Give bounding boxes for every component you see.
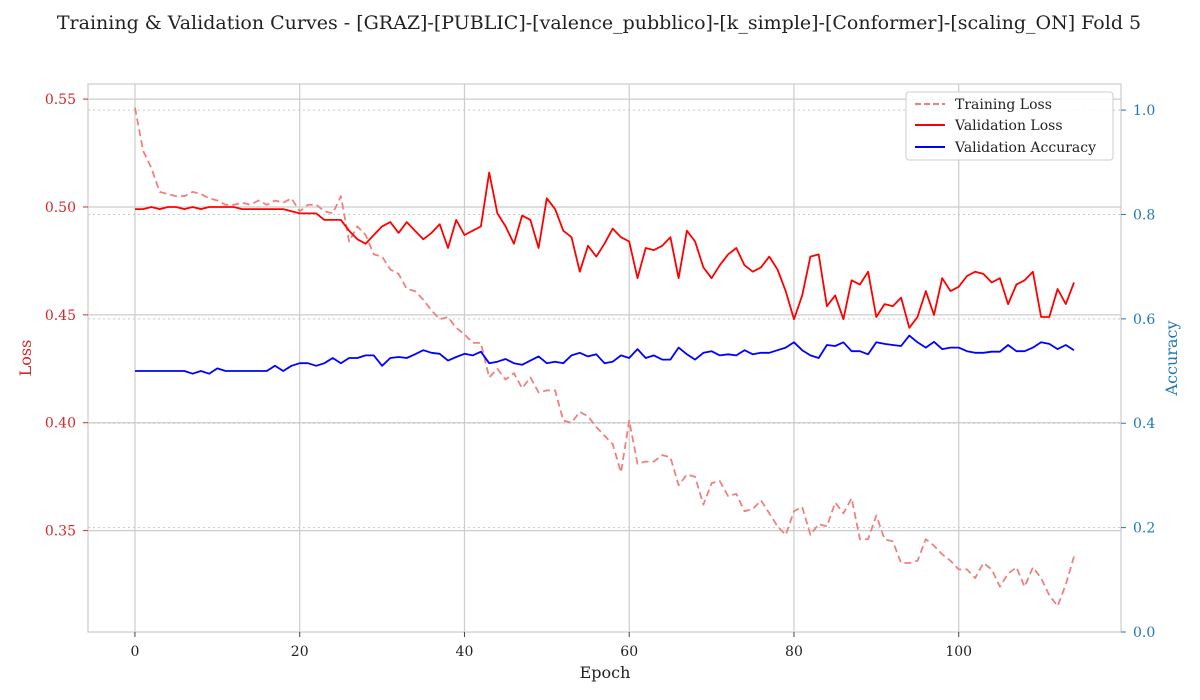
x-tick-label: 0 bbox=[130, 644, 139, 660]
y-right-tick-label: 0.8 bbox=[1133, 207, 1155, 223]
x-axis-label: Epoch bbox=[580, 663, 631, 682]
y-right-tick-label: 1.0 bbox=[1133, 103, 1155, 119]
y-right-tick-label: 0.4 bbox=[1133, 416, 1155, 432]
x-tick-label: 40 bbox=[456, 644, 474, 660]
training-loss-line bbox=[134, 107, 1075, 607]
axes-layer: 0 20 40 60 80 100 0.35 0.40 0.45 0.50 0.55 0.0 0.2 0.… bbox=[45, 92, 1156, 660]
legend-label-validation-accuracy: Validation Accuracy bbox=[954, 140, 1096, 156]
legend-label-validation-loss: Validation Loss bbox=[954, 118, 1063, 134]
legend-label-training-loss: Training Loss bbox=[955, 97, 1052, 113]
x-tick-label: 100 bbox=[945, 644, 972, 660]
chart-title: Training & Validation Curves - [GRAZ]-[P… bbox=[57, 12, 1141, 34]
y-left-tick-label: 0.50 bbox=[45, 200, 76, 216]
y-left-tick-label: 0.45 bbox=[45, 308, 76, 324]
y-left-tick-label: 0.35 bbox=[45, 524, 76, 540]
y-right-tick-label: 0.6 bbox=[1133, 312, 1155, 328]
plot-frame bbox=[87, 83, 1122, 633]
y-axis-left-label: Loss bbox=[16, 340, 35, 377]
grid-layer bbox=[88, 84, 1121, 632]
y-axis-right-label: Accuracy bbox=[1162, 321, 1181, 397]
validation-accuracy-line bbox=[135, 334, 1075, 375]
x-tick-label: 20 bbox=[291, 644, 309, 660]
validation-loss-line bbox=[135, 171, 1075, 329]
x-tick-label: 60 bbox=[620, 644, 638, 660]
y-right-tick-label: 0.0 bbox=[1133, 625, 1155, 641]
y-right-tick-label: 0.2 bbox=[1133, 521, 1155, 537]
series-layer bbox=[134, 107, 1075, 607]
legend-box bbox=[905, 91, 1114, 161]
y-left-tick-label: 0.40 bbox=[45, 416, 76, 432]
legend: Training Loss Validation Loss Validation… bbox=[905, 91, 1114, 161]
x-tick-label: 80 bbox=[785, 644, 803, 660]
y-left-tick-label: 0.55 bbox=[45, 92, 76, 108]
